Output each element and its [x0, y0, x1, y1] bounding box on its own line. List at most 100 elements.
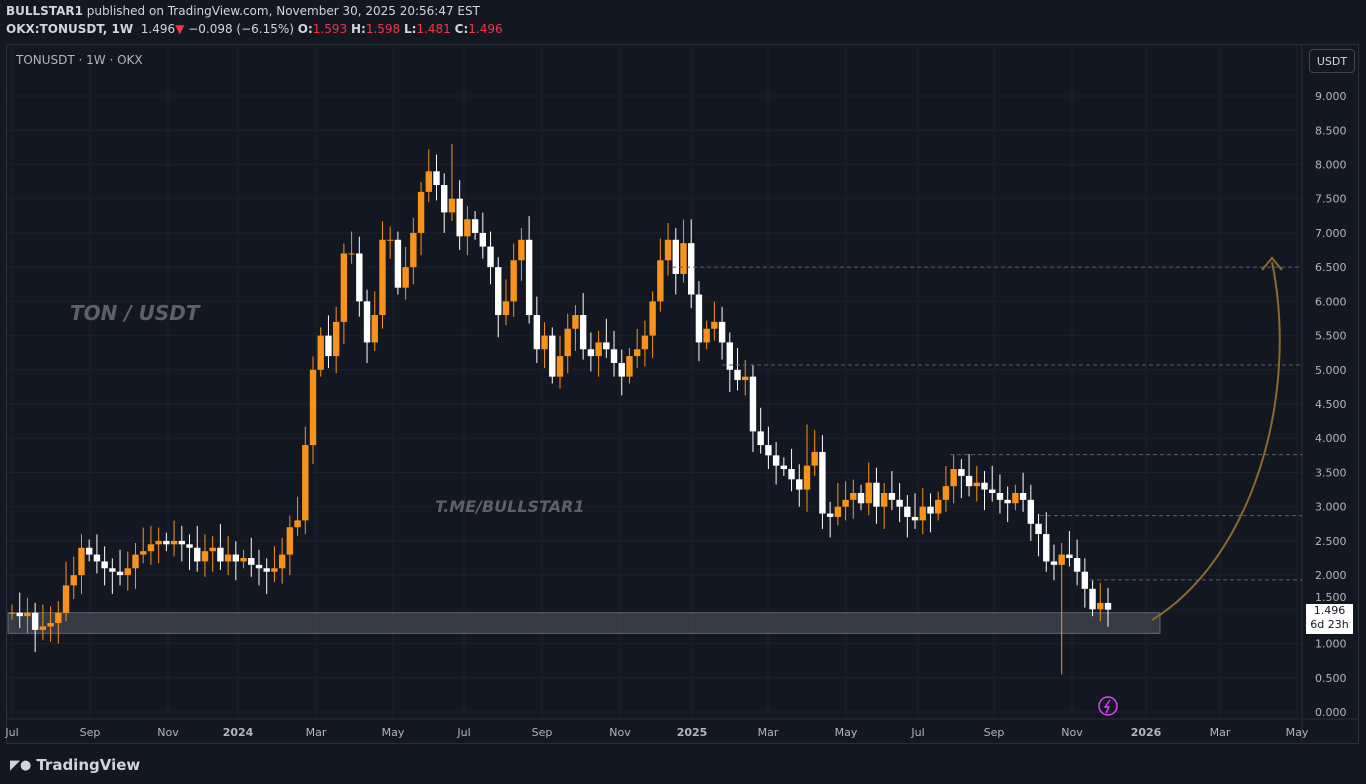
candle-body	[742, 376, 749, 381]
candle-body	[533, 315, 541, 350]
x-tick-label: Mar	[758, 726, 779, 739]
candle-body	[873, 482, 880, 507]
annotation-text: T.ME/BULLSTAR1	[435, 497, 585, 516]
bar-countdown: 6d 23h	[1310, 618, 1349, 631]
candle-body	[880, 492, 888, 507]
candle-body	[464, 219, 471, 237]
candle-body	[711, 321, 718, 329]
x-tick-label: Mar	[1210, 726, 1231, 739]
x-tick-label: Nov	[157, 726, 179, 739]
candle-body	[803, 465, 811, 490]
candle-body	[556, 356, 564, 377]
candle-body	[332, 321, 340, 357]
candle-body	[811, 451, 818, 466]
x-tick-label: 2024	[223, 726, 254, 739]
candle-body	[510, 260, 517, 302]
x-tick-label: Nov	[1061, 726, 1083, 739]
y-tick-label: 9.000	[1315, 90, 1347, 103]
candle-body	[278, 554, 286, 569]
candle-body	[618, 362, 625, 377]
candle-body	[433, 171, 440, 186]
candle-body	[170, 540, 178, 545]
candle-body	[703, 328, 710, 343]
x-tick-label: May	[835, 726, 858, 739]
candle-body	[140, 551, 147, 555]
candle-body	[641, 335, 649, 350]
projection-arrow	[1151, 261, 1281, 621]
candle-body	[904, 506, 911, 517]
candle-body	[579, 315, 587, 350]
candle-body	[826, 513, 834, 517]
candle-body	[263, 568, 270, 572]
candle-body	[286, 527, 294, 555]
y-tick-label: 3.500	[1315, 466, 1347, 479]
candle-body	[626, 356, 633, 377]
candle-body	[950, 469, 957, 487]
candle-body	[896, 499, 903, 507]
candle-body	[124, 568, 131, 576]
candle-body	[386, 239, 394, 241]
candle-body	[294, 520, 301, 528]
candle-body	[734, 369, 741, 381]
candle-body	[1066, 554, 1073, 559]
candle-body	[255, 564, 263, 569]
candle-body	[1050, 561, 1058, 565]
candle-body	[47, 623, 54, 627]
y-tick-label: 8.500	[1315, 124, 1347, 137]
candle-body	[595, 342, 602, 357]
chart-legend: TONUSDT · 1W · OKX	[16, 53, 143, 67]
candle-body	[633, 349, 641, 357]
candle-body	[927, 506, 934, 514]
y-tick-label: 6.500	[1315, 261, 1347, 274]
brand-name: TradingView	[36, 756, 141, 774]
candle-body	[572, 315, 579, 329]
candle-body	[1097, 602, 1104, 610]
candle-body	[973, 482, 980, 487]
candle-body	[24, 612, 31, 617]
chart-frame[interactable]	[6, 44, 1359, 744]
y-tick-label: 7.000	[1315, 227, 1347, 240]
candle-body	[1073, 558, 1081, 572]
candle-body	[819, 451, 826, 514]
candle-body	[1004, 499, 1011, 504]
arrow-head-icon	[1261, 256, 1283, 271]
currency-button[interactable]: USDT	[1309, 49, 1355, 73]
candle-body	[780, 465, 788, 470]
last-price: 1.496	[140, 22, 176, 36]
candle-body	[564, 328, 571, 357]
candle-body	[649, 301, 656, 336]
l-label: L:	[404, 22, 417, 36]
candle-body	[441, 185, 448, 213]
candle-body	[549, 335, 556, 377]
candle-body	[363, 301, 371, 343]
candle-body	[31, 612, 39, 630]
candle-body	[240, 558, 247, 562]
candle-body	[116, 571, 124, 576]
candle-body	[865, 482, 872, 504]
author[interactable]: BULLSTAR1	[6, 4, 83, 18]
candle-body	[1035, 523, 1042, 535]
candle-body	[657, 260, 664, 302]
candle-body	[796, 479, 803, 490]
candle-body	[680, 243, 687, 274]
candle-body	[664, 239, 672, 261]
candle-body	[309, 369, 317, 446]
candle-body	[765, 445, 772, 456]
x-tick-label: May	[382, 726, 405, 739]
candle-body	[356, 253, 363, 302]
candle-body	[232, 554, 240, 562]
candle-body	[1043, 534, 1050, 562]
candle-body	[224, 554, 232, 562]
candle-body	[919, 506, 926, 521]
candle-body	[340, 253, 348, 322]
candle-body	[603, 342, 610, 350]
c-label: C:	[454, 22, 469, 36]
candle-body	[348, 253, 355, 255]
tradingview-logo[interactable]: ◤● TradingView	[10, 756, 140, 774]
candle-body	[325, 335, 332, 357]
candle-body	[271, 568, 278, 572]
candle-body	[178, 540, 186, 545]
candle-body	[981, 482, 988, 490]
y-tick-label: 0.000	[1315, 706, 1347, 719]
